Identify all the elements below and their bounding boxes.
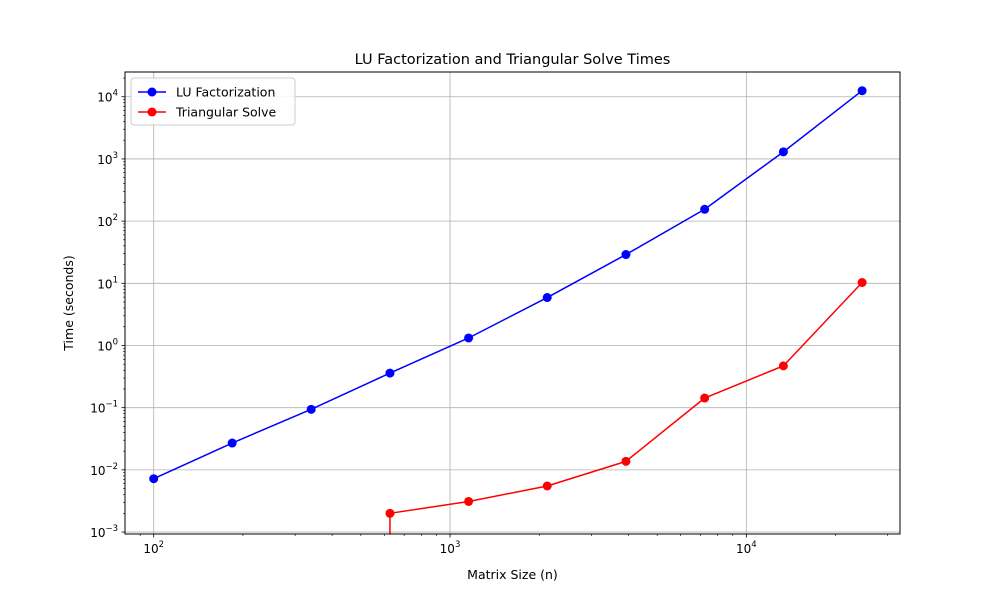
data-point-lu-factorization xyxy=(542,293,552,303)
y-tick-label: 10−2 xyxy=(90,462,118,478)
data-point-triangular-solve xyxy=(778,361,788,371)
x-tick-label: 104 xyxy=(736,540,757,556)
data-point-lu-factorization xyxy=(385,368,395,378)
data-point-lu-factorization xyxy=(621,250,631,260)
y-axis-label: Time (seconds) xyxy=(61,255,76,351)
data-point-lu-factorization xyxy=(464,333,474,343)
y-tick-label: 101 xyxy=(97,275,118,291)
axes-ticks: 102 103 104 10−3 10−2 10−1 100 101 102 103 104 xyxy=(90,77,889,556)
data-point-lu-factorization xyxy=(149,474,159,484)
y-tick-label: 10−3 xyxy=(90,524,118,540)
y-tick-label: 103 xyxy=(97,151,118,167)
y-tick-label: 102 xyxy=(97,213,118,229)
legend-entry-triangular-solve: Triangular Solve xyxy=(138,105,277,120)
data-point-lu-factorization xyxy=(857,86,867,96)
legend: LU Factorization Triangular Solve xyxy=(130,77,296,126)
y-tick-label: 10−1 xyxy=(90,400,118,416)
x-tick-label: 102 xyxy=(143,540,164,556)
x-axis-label: Matrix Size (n) xyxy=(467,567,558,582)
data-point-lu-factorization xyxy=(778,147,788,157)
series-triangular-solve xyxy=(385,278,867,555)
y-tick-label: 100 xyxy=(97,337,118,353)
data-point-triangular-solve xyxy=(857,278,867,288)
series-line-lu-factorization xyxy=(153,90,863,480)
legend-marker xyxy=(147,87,157,97)
series-lu-factorization xyxy=(149,86,867,484)
x-tick-label: 103 xyxy=(440,540,461,556)
data-point-triangular-solve xyxy=(542,481,552,491)
series-layer xyxy=(149,86,867,555)
plot-frame xyxy=(124,71,901,535)
data-point-triangular-solve xyxy=(700,393,710,403)
y-tick-label: 104 xyxy=(97,89,118,105)
data-point-triangular-solve xyxy=(621,456,631,466)
data-point-lu-factorization xyxy=(306,404,316,414)
data-point-lu-factorization xyxy=(700,204,710,214)
legend-entry-lu-factorization: LU Factorization xyxy=(138,85,275,100)
data-point-triangular-solve xyxy=(464,496,474,506)
series-line-triangular-solve xyxy=(389,281,863,534)
grid xyxy=(125,72,900,534)
chart-title: LU Factorization and Triangular Solve Ti… xyxy=(355,52,671,68)
legend-label: Triangular Solve xyxy=(175,105,277,120)
legend-box xyxy=(130,77,296,126)
data-point-triangular-solve xyxy=(385,508,395,518)
data-point-triangular-solve xyxy=(385,546,394,555)
data-point-lu-factorization xyxy=(227,438,237,448)
legend-marker xyxy=(147,107,157,117)
legend-label: LU Factorization xyxy=(176,85,275,100)
